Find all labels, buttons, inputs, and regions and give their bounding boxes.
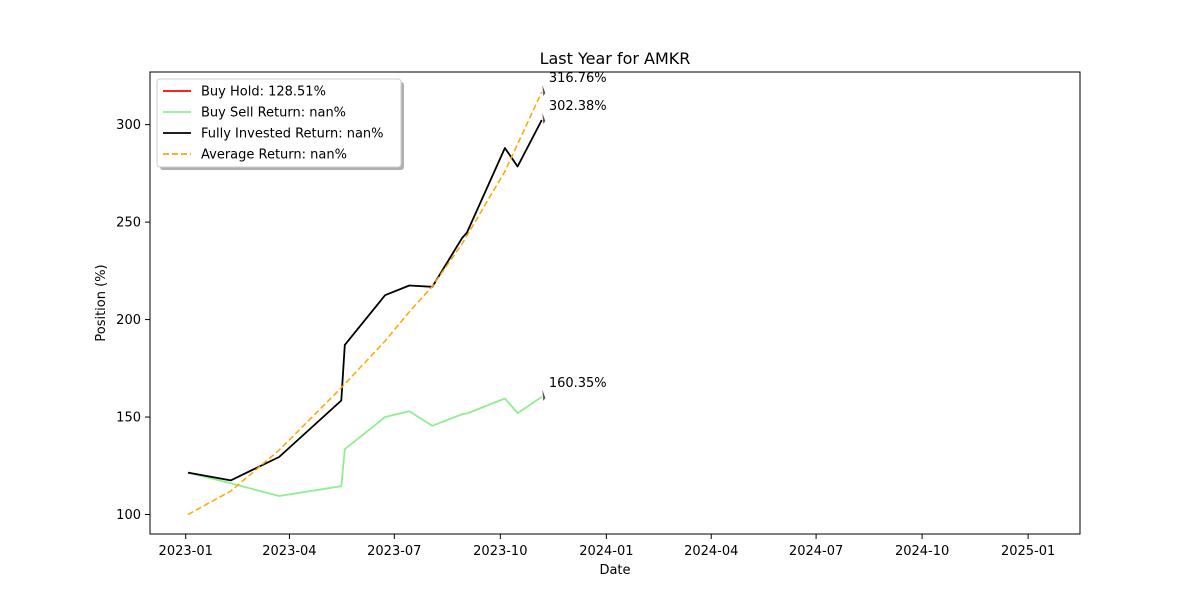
x-tick-label: 2023-01	[159, 544, 213, 559]
legend-label-1: Buy Sell Return: nan%	[201, 106, 346, 121]
annotation-marker	[542, 389, 546, 401]
x-tick-label: 2024-07	[789, 544, 843, 559]
x-tick-label: 2023-07	[367, 544, 421, 559]
legend-label-3: Average Return: nan%	[201, 148, 347, 163]
annotation-label: 316.76%	[549, 71, 607, 86]
x-tick-label: 2025-01	[1001, 544, 1055, 559]
legend: Buy Hold: 128.51% Buy Sell Return: nan% Fu…	[156, 78, 404, 170]
legend-label-0: Buy Hold: 128.51%	[201, 85, 326, 100]
annotations: 316.76% 302.38% 160.35%	[542, 71, 607, 401]
plot-frame	[149, 71, 1081, 535]
y-tick-label: 150	[116, 411, 141, 426]
y-tick-label: 100	[116, 508, 141, 523]
series-line-2	[187, 119, 543, 482]
x-tick-label: 2024-10	[895, 544, 949, 559]
chart-title: Last Year for AMKR	[540, 49, 691, 68]
x-tick-label: 2024-01	[579, 544, 633, 559]
annotation-marker	[542, 112, 546, 124]
annotation-label: 160.35%	[549, 376, 607, 391]
y-tick-label: 250	[116, 216, 141, 231]
x-tick-label: 2023-04	[262, 544, 316, 559]
annotation-marker	[542, 84, 546, 96]
legend-label-2: Fully Invested Return: nan%	[201, 127, 384, 142]
y-tick-label: 200	[116, 313, 141, 328]
x-axis-label: Date	[599, 563, 630, 578]
legend-box	[156, 78, 402, 168]
annotation-label: 302.38%	[549, 99, 607, 114]
series-line-1	[187, 396, 543, 497]
plot-area	[187, 91, 543, 516]
x-tick-label: 2024-04	[684, 544, 738, 559]
y-axis-label: Position (%)	[94, 264, 109, 341]
y-axis: 100 150 200 250 300	[116, 118, 150, 523]
x-tick-label: 2023-10	[473, 544, 527, 559]
x-axis: 2023-01 2023-04 2023-07 2023-10 2024-01 2024-…	[159, 534, 1055, 559]
series-line-3	[187, 91, 543, 516]
y-tick-label: 300	[116, 118, 141, 133]
